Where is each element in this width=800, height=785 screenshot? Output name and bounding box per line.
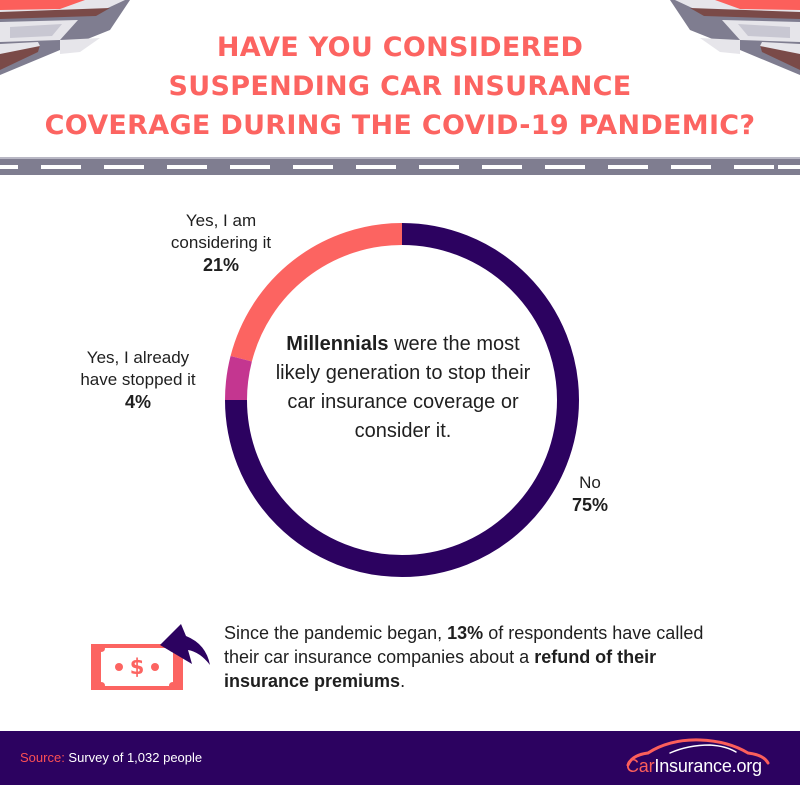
refund-part1: Since the pandemic began, bbox=[224, 623, 448, 643]
title-line-2: SUSPENDING CAR INSURANCE bbox=[168, 71, 632, 102]
svg-text:$: $ bbox=[130, 655, 145, 679]
building-illustration-left bbox=[0, 0, 130, 75]
label-stopped: Yes, I already have stopped it 4% bbox=[56, 347, 220, 413]
refund-bold2: refund of their insurance premiums bbox=[224, 647, 657, 691]
page-title: HAVE YOU CONSIDERED SUSPENDING CAR INSUR… bbox=[0, 28, 800, 145]
label-considering-pct: 21% bbox=[202, 255, 240, 275]
label-no-pct: 75% bbox=[571, 495, 609, 515]
center-bold: Millennials bbox=[286, 333, 389, 355]
donut-segment-2 bbox=[225, 223, 579, 577]
source-note: Source: Survey of 1,032 people bbox=[20, 750, 202, 765]
refund-bold1: 13% bbox=[447, 623, 484, 643]
title-line-3: COVERAGE DURING THE COVID-19 PANDEMIC? bbox=[44, 110, 756, 141]
money-refund-icon: $ bbox=[91, 624, 210, 690]
center-rest: were the most likely generation to stop … bbox=[275, 333, 531, 442]
label-no-line1: No bbox=[579, 473, 601, 492]
label-stopped-pct: 4% bbox=[124, 392, 151, 412]
footer: Source: Survey of 1,032 people CarInsura… bbox=[0, 731, 800, 785]
label-considering: Yes, I am considering it 21% bbox=[148, 210, 294, 276]
label-stopped-line1: Yes, I already bbox=[86, 348, 190, 367]
refund-part2: of respondents have called their car ins… bbox=[224, 623, 704, 667]
car-outline-icon bbox=[626, 738, 770, 767]
road-lane-dashes bbox=[0, 165, 800, 169]
refund-part3: . bbox=[400, 671, 406, 691]
donut-segment-0 bbox=[230, 223, 403, 362]
label-stopped-line2: have stopped it bbox=[80, 370, 196, 389]
label-no: No 75% bbox=[562, 472, 618, 516]
donut-segment-1 bbox=[225, 355, 252, 401]
title-line-1: HAVE YOU CONSIDERED bbox=[216, 32, 584, 63]
brand-rest: Insurance.org bbox=[654, 756, 762, 776]
donut-center-annotation: Millennials were the most likely generat… bbox=[270, 330, 536, 446]
label-considering-line1: Yes, I am bbox=[185, 211, 257, 230]
brand-car: Car bbox=[626, 756, 655, 776]
refund-statistic: Since the pandemic began, 13% of respond… bbox=[224, 621, 724, 693]
building-illustration-right bbox=[670, 0, 800, 75]
road-divider bbox=[0, 157, 800, 175]
source-text: Survey of 1,032 people bbox=[64, 750, 203, 765]
brand-name: CarInsurance.org bbox=[626, 756, 762, 777]
source-label: Source: bbox=[20, 750, 65, 765]
brand-logo[interactable]: CarInsurance.org bbox=[618, 737, 788, 781]
label-considering-line2: considering it bbox=[170, 233, 272, 252]
